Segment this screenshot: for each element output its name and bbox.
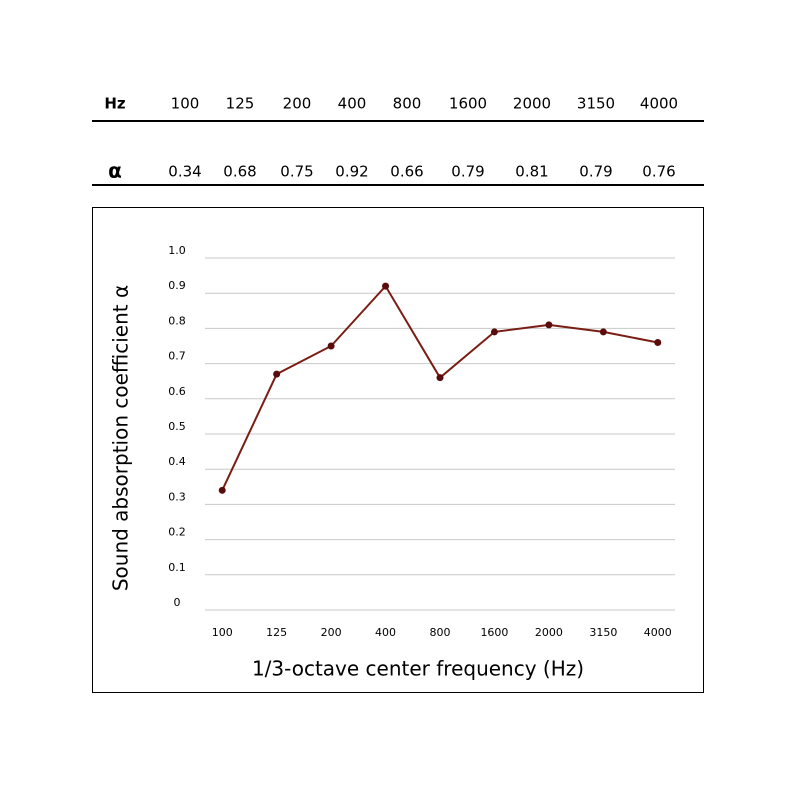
table-cell: 4000 [640,95,678,113]
data-point [327,342,335,350]
x-tick-label: 800 [430,626,451,639]
data-point [490,328,498,336]
x-tick-label: 100 [212,626,233,639]
table-cell: 400 [338,95,367,113]
x-tick-label: 400 [375,626,396,639]
y-tick-label: 0.1 [168,561,186,574]
table-cell: 0.79 [579,163,612,181]
series-line [221,284,658,491]
table-cell: 0.79 [451,163,484,181]
x-tick-label: 4000 [644,626,672,639]
y-tick-label: 0.3 [168,490,186,503]
y-tick-label: 0.8 [168,314,186,327]
chart-frame [92,207,704,693]
table-cell: 800 [393,95,422,113]
table-cell: 0.76 [642,163,675,181]
data-point [545,321,553,329]
x-tick-label: 125 [266,626,287,639]
table-cell: 2000 [513,95,551,113]
table-cell: 0.68 [223,163,256,181]
data-point [273,370,281,378]
x-tick-label: 3150 [589,626,617,639]
data-point [436,374,444,382]
data-point [382,282,390,290]
y-tick-label: 0 [174,596,181,609]
y-tick-label: 0.7 [168,350,186,363]
x-tick-label: 200 [321,626,342,639]
table-cell: 0.81 [515,163,548,181]
table-cell: 3150 [577,95,615,113]
table-cell: 0.92 [335,163,368,181]
y-tick-label: 0.6 [168,385,186,398]
row-header: α [108,159,122,183]
y-axis-label: Sound absorption coefficient α [109,285,133,591]
table-cell: 200 [283,95,312,113]
table-cell: 0.66 [390,163,423,181]
y-tick-label: 0.5 [168,420,186,433]
table-cell: 0.75 [280,163,313,181]
table-cell: 125 [226,95,255,113]
data-point [218,486,226,494]
data-point [599,328,607,336]
row-header: Hz [104,95,126,113]
x-tick-label: 1600 [480,626,508,639]
y-tick-label: 0.9 [168,279,186,292]
x-tick-label: 2000 [535,626,563,639]
y-tick-label: 0.2 [168,526,186,539]
table-cell: 100 [171,95,200,113]
y-tick-label: 0.4 [168,455,186,468]
y-tick-label: 1.0 [168,244,186,257]
data-point [654,338,662,346]
table-cell: 1600 [449,95,487,113]
x-axis-label: 1/3-octave center frequency (Hz) [252,657,584,681]
table-cell: 0.34 [168,163,201,181]
